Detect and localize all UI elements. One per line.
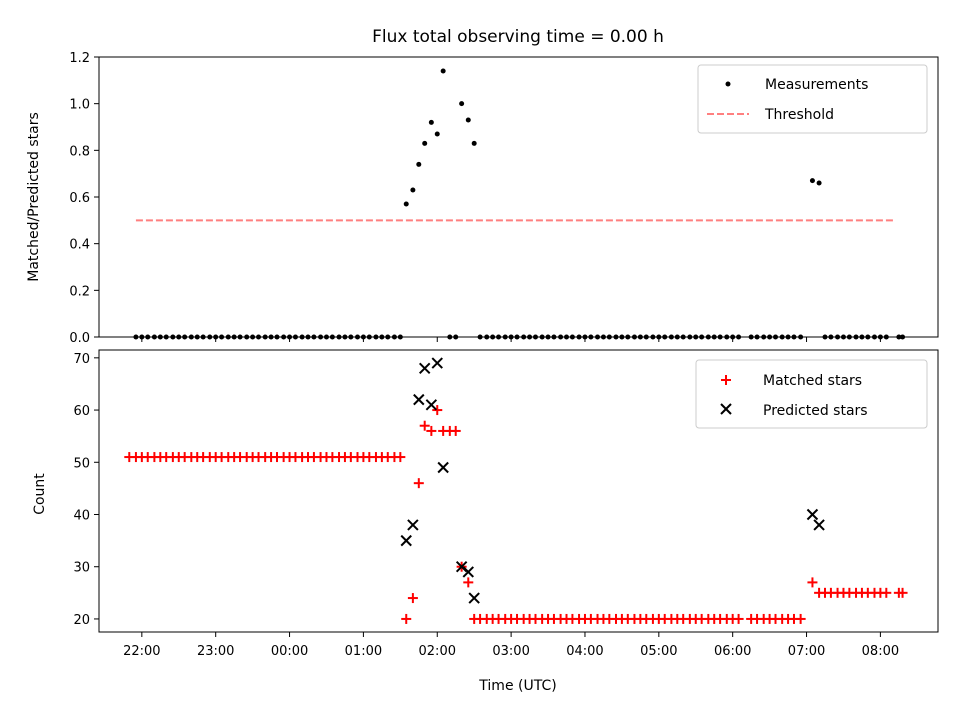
predicted-star-stroke-b (400, 534, 412, 547)
top-y-tick-label: 0.0 (69, 331, 90, 346)
x-tick-label: 01:00 (345, 644, 382, 659)
predicted-star-point (455, 561, 468, 573)
predicted-star-stroke-b (418, 362, 431, 374)
measurement-point (416, 161, 422, 167)
x-tick-label: 23:00 (197, 644, 234, 659)
predicted-star-point (806, 508, 819, 521)
x-tick-label: 04:00 (566, 644, 603, 659)
predicted-star-point (400, 534, 412, 547)
bottom-plot-frame (98, 349, 939, 633)
matched-star-point (407, 593, 418, 604)
bottom-legend-box (695, 359, 928, 429)
matched-star-point (395, 452, 406, 463)
matched-star-point (419, 420, 430, 431)
predicted-star-stroke-b (413, 393, 425, 406)
top-legend: Measurements Threshold (697, 64, 928, 134)
measurement-point (465, 117, 471, 123)
bottom-y-tick-label: 30 (73, 561, 90, 576)
measurement-point (434, 131, 440, 137)
top-y-tick-label: 1.2 (69, 51, 90, 66)
predicted-star-point (468, 592, 480, 604)
predicted-star-point (431, 357, 443, 369)
x-tick-label: 03:00 (492, 644, 529, 659)
matched-star-point (897, 587, 908, 598)
legend-matched-marker (721, 375, 731, 385)
bottom-y-tick-label: 50 (73, 456, 90, 471)
top-chart-title: Flux total observing time = 0.00 h (372, 27, 664, 47)
top-y-tick-label: 0.4 (69, 238, 90, 253)
legend-threshold-label: Threshold (764, 107, 834, 123)
predicted-star-point (437, 461, 449, 474)
top-y-tick-label: 0.8 (69, 144, 90, 159)
predicted-star-point (813, 519, 825, 531)
legend-measurements-label: Measurements (765, 77, 868, 93)
bottom-y-axis-label: Count (32, 473, 48, 515)
x-tick-label: 02:00 (419, 644, 456, 659)
bottom-plot-area (94, 357, 908, 637)
predicted-star-stroke-b (462, 566, 474, 578)
x-tick-label: 00:00 (271, 644, 308, 659)
predicted-star-stroke-b (425, 399, 438, 411)
predicted-star-point (425, 399, 438, 411)
measurement-point (440, 68, 446, 74)
bottom-y-tick-label: 70 (73, 352, 90, 367)
matched-star-point (450, 425, 461, 436)
matched-star-point (432, 405, 443, 416)
matched-star-point (413, 478, 424, 489)
measurement-point (422, 140, 428, 146)
predicted-star-point (418, 362, 431, 374)
legend-predicted-marker (720, 403, 732, 415)
matched-star-point (426, 425, 437, 436)
matched-star-point (733, 613, 744, 624)
predicted-star-stroke-b (437, 461, 449, 474)
predicted-star-stroke-b (468, 592, 480, 604)
predicted-star-point (413, 393, 425, 406)
x-tick-label: 08:00 (862, 644, 899, 659)
matched-star-point (401, 613, 412, 624)
legend-measurements-marker (725, 81, 731, 87)
bottom-y-tick-label: 60 (73, 404, 90, 419)
x-axis-label: Time (UTC) (478, 678, 556, 694)
legend-predicted-label: Predicted stars (763, 403, 868, 419)
measurement-point (403, 201, 409, 207)
matched-star-point (463, 577, 474, 588)
top-y-tick-label: 0.6 (69, 191, 90, 206)
legend-matched-label: Matched stars (763, 373, 862, 389)
x-tick-label: 07:00 (788, 644, 825, 659)
top-y-tick-label: 0.2 (69, 284, 90, 299)
x-tick-label: 06:00 (714, 644, 751, 659)
matched-star-point (807, 577, 818, 588)
bottom-y-tick-label: 40 (73, 509, 90, 524)
bottom-legend: Matched stars Predicted stars (695, 359, 928, 429)
predicted-star-stroke-b (407, 519, 419, 531)
x-tick-label: 05:00 (640, 644, 677, 659)
predicted-star-stroke-b (455, 561, 468, 573)
measurement-point (809, 178, 815, 184)
measurement-point (471, 140, 477, 146)
measurement-point (428, 119, 434, 125)
top-y-axis-label: Matched/Predicted stars (26, 112, 42, 282)
predicted-star-stroke-b (431, 357, 443, 369)
top-y-tick-label: 1.0 (69, 98, 90, 113)
measurement-point (459, 101, 465, 107)
measurement-point (410, 187, 416, 193)
predicted-star-point (407, 519, 419, 531)
predicted-star-stroke-b (806, 508, 819, 521)
top-legend-box (697, 64, 928, 134)
matched-star-point (881, 587, 892, 598)
bottom-y-tick-label: 20 (73, 613, 90, 628)
predicted-star-stroke-b (813, 519, 825, 531)
top-plot-frame (98, 56, 939, 338)
matched-star-point (795, 613, 806, 624)
x-tick-label: 22:00 (123, 644, 160, 659)
measurement-point (816, 180, 822, 186)
predicted-star-point (462, 566, 474, 578)
